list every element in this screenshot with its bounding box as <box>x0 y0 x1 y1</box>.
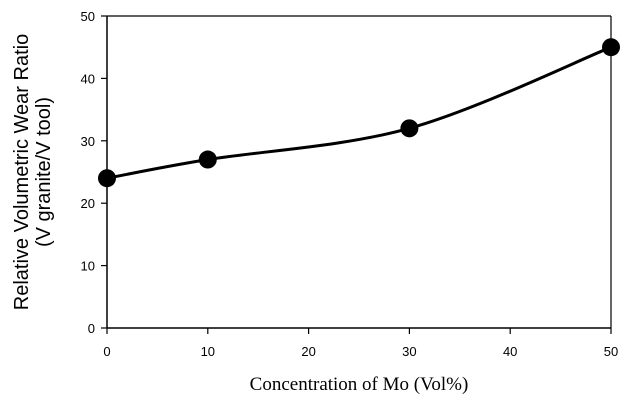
x-tick-label: 30 <box>402 344 416 359</box>
series-markers <box>98 38 620 188</box>
ticks: 0 10 20 30 40 50 0 10 20 30 40 50 <box>81 9 619 359</box>
y-tick-label: 10 <box>81 259 95 274</box>
x-tick-label: 10 <box>201 344 215 359</box>
y-tick-label: 0 <box>88 321 95 336</box>
x-tick-label: 20 <box>301 344 315 359</box>
y-tick-label: 50 <box>81 9 95 24</box>
y-axis-label-line-2: (V granite/V tool) <box>33 97 55 247</box>
x-tick-label: 50 <box>604 344 618 359</box>
data-point <box>98 169 116 188</box>
data-point <box>602 38 620 57</box>
axes <box>106 15 612 329</box>
x-tick-label: 0 <box>103 344 110 359</box>
series-line <box>106 45 612 180</box>
series-curves <box>106 45 612 180</box>
data-point <box>198 150 217 169</box>
data-point <box>400 119 419 138</box>
y-axis-label-line-1: Relative Volumetric Wear Ratio <box>11 34 33 310</box>
axis-labels: Relative Volumetric Wear Ratio (V granit… <box>11 34 468 395</box>
x-axis-label: Concentration of Mo (Vol%) <box>250 374 469 395</box>
y-tick-label: 30 <box>81 134 95 149</box>
x-tick-label: 40 <box>503 344 517 359</box>
y-tick-label: 40 <box>81 71 95 86</box>
y-tick-label: 20 <box>81 196 95 211</box>
